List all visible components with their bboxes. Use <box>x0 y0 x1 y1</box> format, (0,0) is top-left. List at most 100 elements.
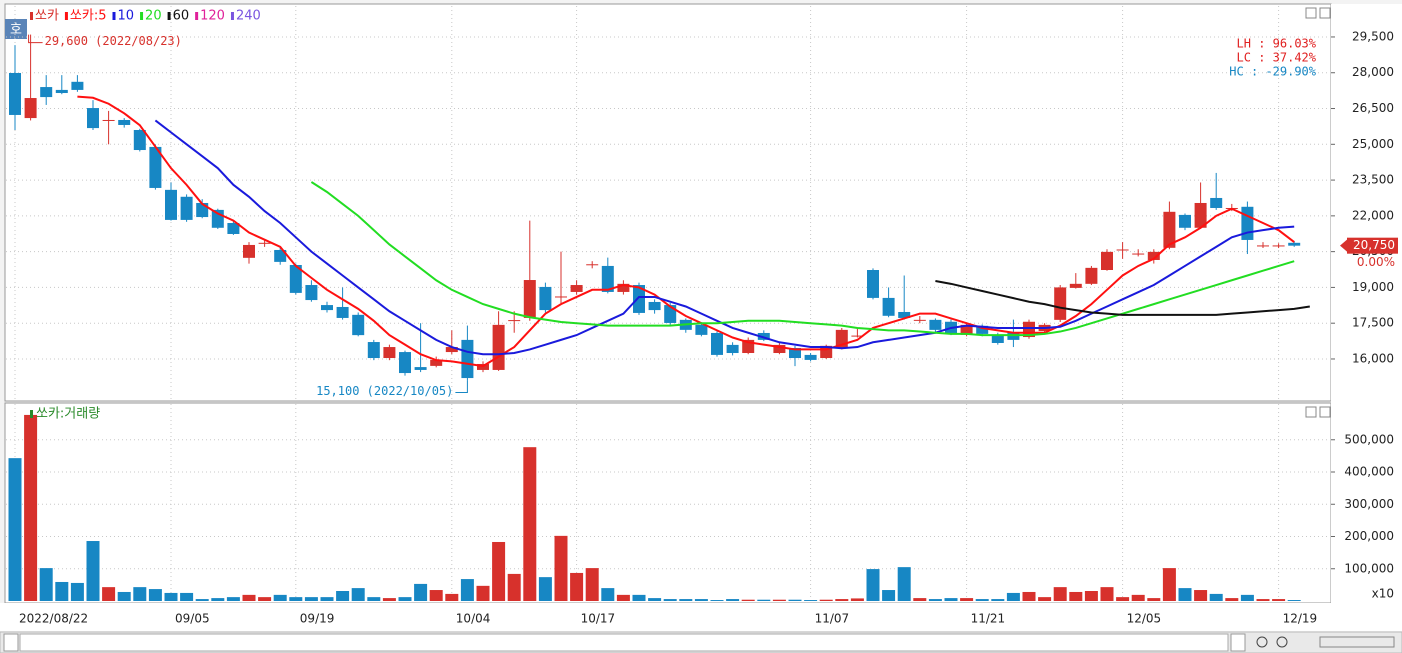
legend-swatch <box>230 12 234 20</box>
candle-body <box>133 129 146 151</box>
candle-body <box>258 242 271 244</box>
candle-body <box>149 146 162 188</box>
axis-area <box>1331 4 1402 603</box>
candle-body <box>1132 253 1145 255</box>
candle-body <box>414 367 427 370</box>
panel-button[interactable] <box>1305 406 1317 418</box>
mode-button-label: 호 <box>10 23 22 38</box>
volume-bar <box>694 599 708 601</box>
volume-bar <box>1272 599 1286 601</box>
candle-body <box>695 324 708 335</box>
zoom-slider[interactable] <box>1319 636 1395 648</box>
candle-body <box>601 265 614 292</box>
volume-bar <box>741 599 755 601</box>
candle-body <box>664 305 677 323</box>
y-tick-label: 26,500 <box>1352 101 1394 115</box>
volume-bar <box>882 590 896 601</box>
y-tick-label: 200,000 <box>1344 529 1394 543</box>
candle-body <box>773 344 786 354</box>
scroll-right[interactable] <box>1230 633 1246 652</box>
high-annotation: 29,600 (2022/08/23) <box>45 34 182 48</box>
price-panel <box>4 3 1332 402</box>
y-tick-label: 17,500 <box>1352 316 1394 330</box>
legend-entry: 60 <box>173 9 190 24</box>
volume-bar <box>164 592 178 601</box>
mode-button[interactable] <box>5 19 27 39</box>
volume-bar <box>304 597 318 601</box>
annotation-arrow <box>28 34 43 44</box>
volume-bar <box>367 597 381 601</box>
stat-line: HC : -29.90% <box>1229 65 1316 79</box>
volume-bar <box>616 594 630 601</box>
volume-unit: x10 <box>1372 587 1394 601</box>
zoom-out[interactable] <box>1256 636 1268 648</box>
volume-bar <box>258 597 272 601</box>
volume-bar <box>476 585 490 601</box>
legend-entry: 쏘카 <box>35 9 59 24</box>
volume-bar <box>523 447 537 601</box>
volume-bar <box>273 594 287 601</box>
panel-close[interactable] <box>1319 7 1331 19</box>
stat-line: LH : 96.03% <box>1237 37 1317 51</box>
candle-body <box>1054 287 1067 320</box>
candle-body <box>227 223 240 234</box>
volume-bar <box>897 567 911 601</box>
candle-body <box>399 352 411 374</box>
candle-body <box>352 314 365 336</box>
candle-body <box>180 196 193 220</box>
volume-bar <box>492 541 506 601</box>
candle-body <box>1116 249 1129 251</box>
volume-bar <box>445 593 459 601</box>
volume-bar <box>991 599 1005 601</box>
volume-bar <box>632 594 646 601</box>
zoom-in[interactable] <box>1276 636 1288 648</box>
candle-body <box>648 301 661 311</box>
legend-swatch <box>30 12 33 20</box>
candle-body <box>1085 267 1098 284</box>
candle-body <box>1241 206 1254 240</box>
volume-bar <box>39 568 53 601</box>
volume-bar <box>24 414 38 601</box>
volume-bar <box>1006 592 1020 601</box>
volume-bar <box>663 599 677 601</box>
x-tick-label: 12/05 <box>1127 612 1162 626</box>
volume-bar <box>648 598 662 601</box>
candle-body <box>586 264 599 266</box>
panel-close[interactable] <box>1319 406 1331 418</box>
volume-bar <box>835 599 849 601</box>
volume-bar <box>1147 598 1161 601</box>
panel-button[interactable] <box>1305 7 1317 19</box>
candle-body <box>851 335 864 337</box>
candle-body <box>789 348 801 359</box>
y-tick-label: 28,000 <box>1352 65 1394 79</box>
volume-bar <box>1069 591 1083 601</box>
candle-body <box>991 334 1004 343</box>
scroll-left[interactable] <box>3 633 19 652</box>
volume-bar <box>928 599 942 601</box>
volume-bar <box>460 579 474 601</box>
annotation-arrow <box>455 380 468 393</box>
candle-body <box>24 98 37 119</box>
volume-bar <box>570 572 584 601</box>
candle-body <box>243 244 255 258</box>
volume-bar <box>429 590 443 601</box>
volume-bar <box>913 598 927 601</box>
y-tick-label: 400,000 <box>1344 465 1394 479</box>
candle-body <box>757 332 770 340</box>
candle-body <box>492 324 505 370</box>
legend-entry: 240 <box>236 9 261 24</box>
price-pointer <box>1340 239 1347 252</box>
scroll-thumb[interactable] <box>19 633 1229 652</box>
candle-body <box>508 320 521 322</box>
y-tick-label: 300,000 <box>1344 497 1394 511</box>
low-annotation: 15,100 (2022/10/05) <box>316 384 453 398</box>
change-label: 0.00% <box>1357 255 1395 269</box>
volume-bar <box>757 599 771 601</box>
volume-bar <box>320 597 334 601</box>
candle-body <box>1179 214 1191 228</box>
x-tick-label: 11/07 <box>815 612 850 626</box>
legend-swatch <box>112 12 116 20</box>
candle-body <box>102 119 115 121</box>
volume-bar <box>1240 594 1254 601</box>
